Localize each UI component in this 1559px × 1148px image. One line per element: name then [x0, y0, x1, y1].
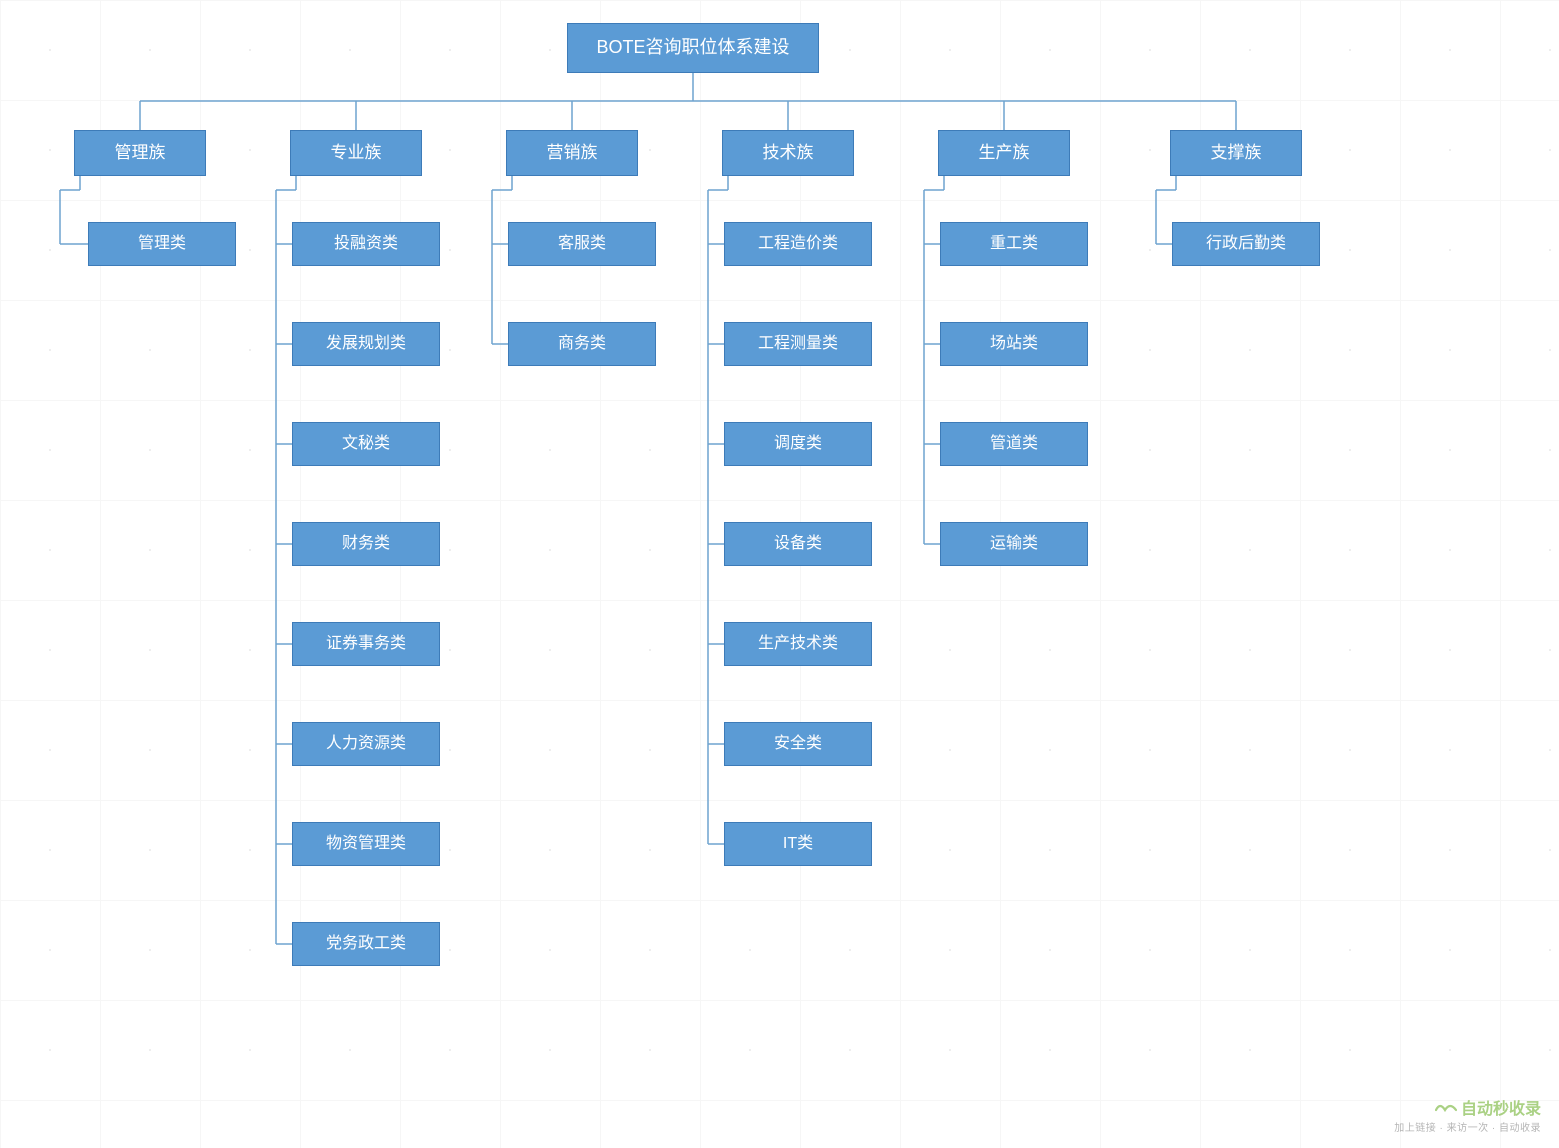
- watermark-tagline: 加上链接 · 来访一次 · 自动收录: [1394, 1119, 1541, 1134]
- leaf-node: IT类: [724, 822, 872, 866]
- leaf-node: 人力资源类: [292, 722, 440, 766]
- watermark: 自动秒收录 加上链接 · 来访一次 · 自动收录: [1394, 1095, 1541, 1134]
- leaf-node: 运输类: [940, 522, 1088, 566]
- category-node-c6: 支撑族: [1170, 130, 1302, 176]
- category-node-c1: 管理族: [74, 130, 206, 176]
- leaf-node: 文秘类: [292, 422, 440, 466]
- leaf-node: 行政后勤类: [1172, 222, 1320, 266]
- leaf-node: 投融资类: [292, 222, 440, 266]
- leaf-node: 管理类: [88, 222, 236, 266]
- leaf-node: 物资管理类: [292, 822, 440, 866]
- leaf-node: 党务政工类: [292, 922, 440, 966]
- leaf-node: 发展规划类: [292, 322, 440, 366]
- category-node-c3: 营销族: [506, 130, 638, 176]
- leaf-node: 安全类: [724, 722, 872, 766]
- leaf-node: 财务类: [292, 522, 440, 566]
- leaf-node: 管道类: [940, 422, 1088, 466]
- leaf-node: 工程测量类: [724, 322, 872, 366]
- category-node-c4: 技术族: [722, 130, 854, 176]
- watermark-brand: 自动秒收录: [1461, 1095, 1541, 1119]
- leaf-node: 设备类: [724, 522, 872, 566]
- leaf-node: 客服类: [508, 222, 656, 266]
- leaf-node: 证券事务类: [292, 622, 440, 666]
- leaf-node: 工程造价类: [724, 222, 872, 266]
- leaf-node: 调度类: [724, 422, 872, 466]
- root-node: BOTE咨询职位体系建设: [567, 23, 819, 73]
- leaf-node: 商务类: [508, 322, 656, 366]
- leaf-node: 生产技术类: [724, 622, 872, 666]
- watermark-logo-icon: [1435, 1100, 1457, 1114]
- category-node-c2: 专业族: [290, 130, 422, 176]
- leaf-node: 场站类: [940, 322, 1088, 366]
- leaf-node: 重工类: [940, 222, 1088, 266]
- category-node-c5: 生产族: [938, 130, 1070, 176]
